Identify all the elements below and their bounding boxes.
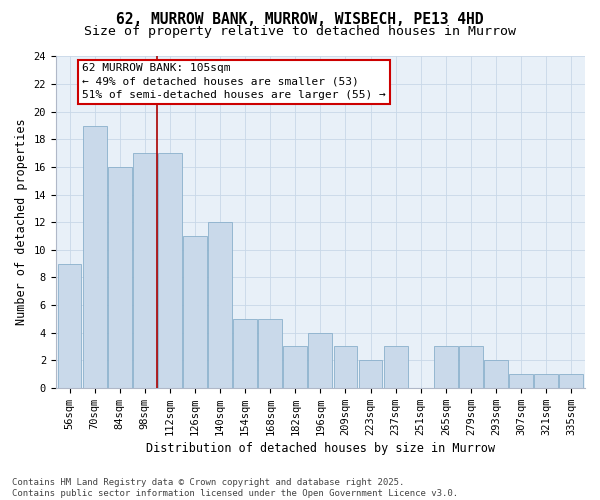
Bar [183,236,207,388]
Bar [359,360,382,388]
Bar [83,126,107,388]
Bar [559,374,583,388]
Text: 62, MURROW BANK, MURROW, WISBECH, PE13 4HD: 62, MURROW BANK, MURROW, WISBECH, PE13 4… [116,12,484,28]
Bar [308,332,332,388]
Bar [133,153,157,388]
Bar [384,346,407,388]
Bar [158,153,182,388]
Bar [434,346,458,388]
Bar [534,374,558,388]
X-axis label: Distribution of detached houses by size in Murrow: Distribution of detached houses by size … [146,442,495,455]
Bar [334,346,358,388]
Bar [484,360,508,388]
Bar [509,374,533,388]
Bar [259,319,282,388]
Text: 62 MURROW BANK: 105sqm
← 49% of detached houses are smaller (53)
51% of semi-det: 62 MURROW BANK: 105sqm ← 49% of detached… [82,64,386,100]
Text: Size of property relative to detached houses in Murrow: Size of property relative to detached ho… [84,25,516,38]
Bar [459,346,483,388]
Bar [58,264,82,388]
Bar [283,346,307,388]
Y-axis label: Number of detached properties: Number of detached properties [15,119,28,326]
Bar [208,222,232,388]
Text: Contains HM Land Registry data © Crown copyright and database right 2025.
Contai: Contains HM Land Registry data © Crown c… [12,478,458,498]
Bar [233,319,257,388]
Bar [108,167,131,388]
